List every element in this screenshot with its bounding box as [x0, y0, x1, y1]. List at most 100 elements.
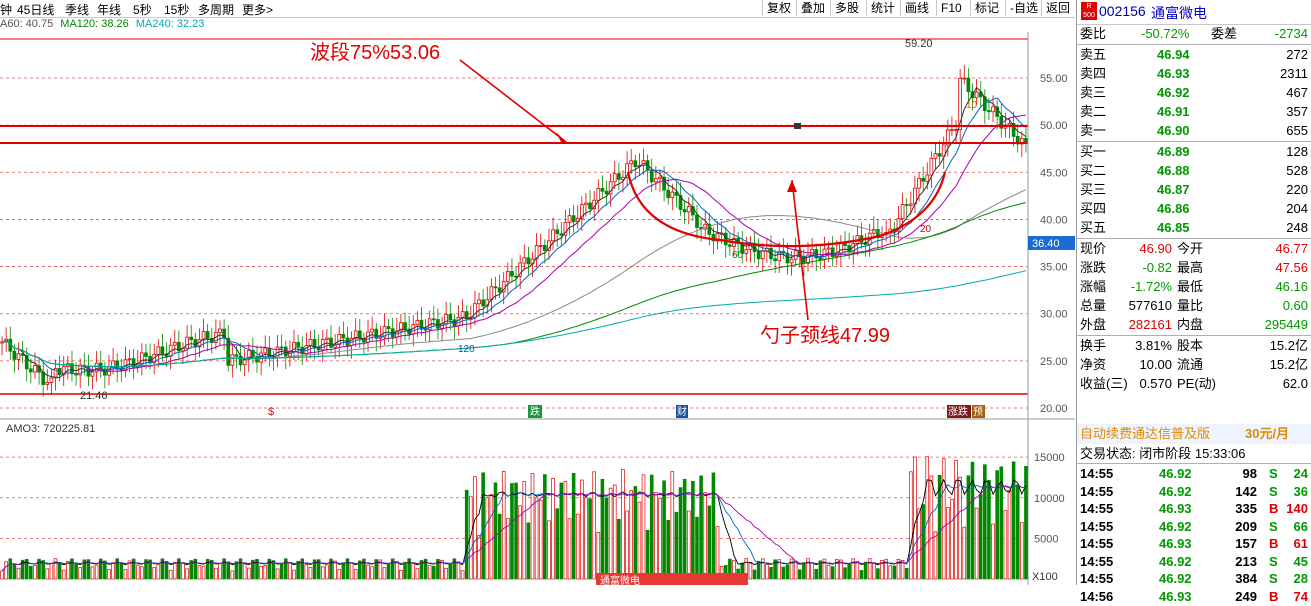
- volume-bar: [909, 471, 913, 580]
- volume-bar: [904, 568, 909, 580]
- volume-bar: [851, 558, 856, 580]
- volume-bar: [127, 560, 132, 580]
- svg-text:预: 预: [973, 406, 983, 418]
- volume-bar: [678, 487, 683, 580]
- statistics-button[interactable]: 统计: [866, 0, 899, 16]
- volume-bar: [789, 558, 794, 580]
- line-handle-icon[interactable]: [794, 123, 801, 129]
- candle: [514, 275, 518, 278]
- volume-bar: [156, 564, 161, 580]
- period-minute[interactable]: 钟: [0, 3, 13, 17]
- multi-stock-button[interactable]: 多股: [830, 0, 863, 16]
- volume-bar: [61, 569, 66, 580]
- promo-banner[interactable]: 自动续费通达信普及版 30元/月: [1077, 424, 1311, 444]
- volume-bar: [649, 474, 654, 580]
- volume-bar: [707, 505, 712, 580]
- ma60-mark: 60: [732, 250, 744, 261]
- volume-bar: [695, 516, 699, 580]
- draw-line-button[interactable]: 画线: [900, 0, 933, 16]
- kline-chart[interactable]: 波段75%53.06 勺子颈线47.99 59.20 21.46 60 120 …: [0, 32, 1075, 585]
- ma120-label: MA120: 38.26: [60, 18, 129, 30]
- volume-bar: [1015, 484, 1020, 580]
- volume-bar: [362, 558, 366, 580]
- volume-bar: [637, 501, 642, 580]
- period-45day[interactable]: 45日线: [17, 3, 55, 17]
- stat-row: 涨跌 -0.82 最高 47.56: [1080, 260, 1308, 275]
- price-axis: 55.00 50.00 45.00 40.00 35.00 30.00 25.00 20.00: [1040, 73, 1068, 415]
- candle: [448, 313, 453, 321]
- volume-bar: [378, 559, 383, 580]
- candle: [1011, 123, 1016, 137]
- candle: [933, 153, 938, 159]
- ask-row: 卖五 46.94 272: [1080, 47, 1308, 62]
- cup-curve[interactable]: [626, 171, 947, 248]
- volume-bar: [625, 510, 629, 580]
- volume-bar: [835, 559, 839, 580]
- candle: [1024, 138, 1028, 143]
- volume-bar: [867, 558, 872, 580]
- volume-bar: [855, 561, 860, 580]
- candle: [144, 352, 148, 357]
- stock-name[interactable]: 通富微电: [1151, 5, 1207, 21]
- neckline-arrow[interactable]: [791, 179, 809, 321]
- candle: [115, 360, 120, 370]
- volume-tick: 15000: [1034, 452, 1065, 464]
- volume-bar: [629, 490, 633, 580]
- candle: [127, 358, 132, 361]
- volume-bar: [604, 497, 609, 580]
- candle: [682, 209, 687, 213]
- finance-marker-icon[interactable]: [676, 405, 688, 418]
- current-price-value: 36.40: [1032, 238, 1060, 250]
- stat-row: 涨幅 -1.72% 最低 46.16: [1080, 279, 1308, 294]
- volume-bar: [748, 562, 753, 580]
- volume-bar: [978, 493, 983, 580]
- volume-bar: [193, 558, 198, 580]
- volume-bar: [715, 526, 720, 580]
- volume-bar: [966, 475, 971, 580]
- period-5sec[interactable]: 5秒: [133, 3, 152, 17]
- fall-marker-icon[interactable]: [528, 405, 542, 418]
- volume-bar: [366, 564, 370, 580]
- candle: [945, 129, 950, 146]
- candle: [94, 362, 99, 373]
- back-button[interactable]: 返回: [1041, 0, 1074, 16]
- fuquan-button[interactable]: 复权: [762, 0, 795, 16]
- candle: [292, 341, 296, 353]
- volume-bar: [530, 473, 535, 580]
- candle: [29, 368, 33, 373]
- wave-arrow[interactable]: [459, 59, 567, 143]
- volume-bar: [218, 563, 222, 580]
- volume-bar: [111, 562, 115, 580]
- f10-button[interactable]: F10: [936, 0, 966, 16]
- volume-bar: [341, 562, 346, 580]
- volume-bar: [66, 560, 70, 580]
- period-year[interactable]: 年线: [97, 3, 122, 17]
- candle: [172, 341, 177, 346]
- stock-tab[interactable]: [596, 573, 748, 585]
- period-more[interactable]: 更多>: [242, 3, 274, 17]
- dollar-marker-icon[interactable]: $: [268, 406, 274, 418]
- volume-bar: [884, 558, 888, 580]
- period-15sec[interactable]: 15秒: [164, 3, 190, 17]
- wave-arrow-head: [556, 132, 566, 142]
- volume-bar: [411, 563, 416, 580]
- remove-favorite-button[interactable]: -自选: [1005, 0, 1042, 16]
- period-season[interactable]: 季线: [65, 3, 90, 17]
- volume-unit: X100: [1032, 571, 1058, 583]
- volume-bar: [464, 489, 469, 580]
- period-multi[interactable]: 多周期: [198, 3, 235, 17]
- volume-bar: [86, 559, 91, 580]
- volume-bar: [937, 474, 942, 580]
- ma-line: [1, 114, 1026, 373]
- mark-button[interactable]: 标记: [970, 0, 1003, 16]
- volume-bar: [45, 568, 50, 580]
- volume-bar: [432, 565, 436, 580]
- forecast-marker-icon[interactable]: [972, 405, 985, 418]
- limit-marker-icon[interactable]: [947, 405, 971, 418]
- volume-bar: [543, 474, 547, 580]
- overlay-button[interactable]: 叠加: [796, 0, 829, 16]
- volume-bar: [826, 564, 831, 580]
- volume-bar: [925, 456, 930, 580]
- wave-label: 波段75%53.06: [310, 41, 440, 64]
- candle: [551, 229, 555, 242]
